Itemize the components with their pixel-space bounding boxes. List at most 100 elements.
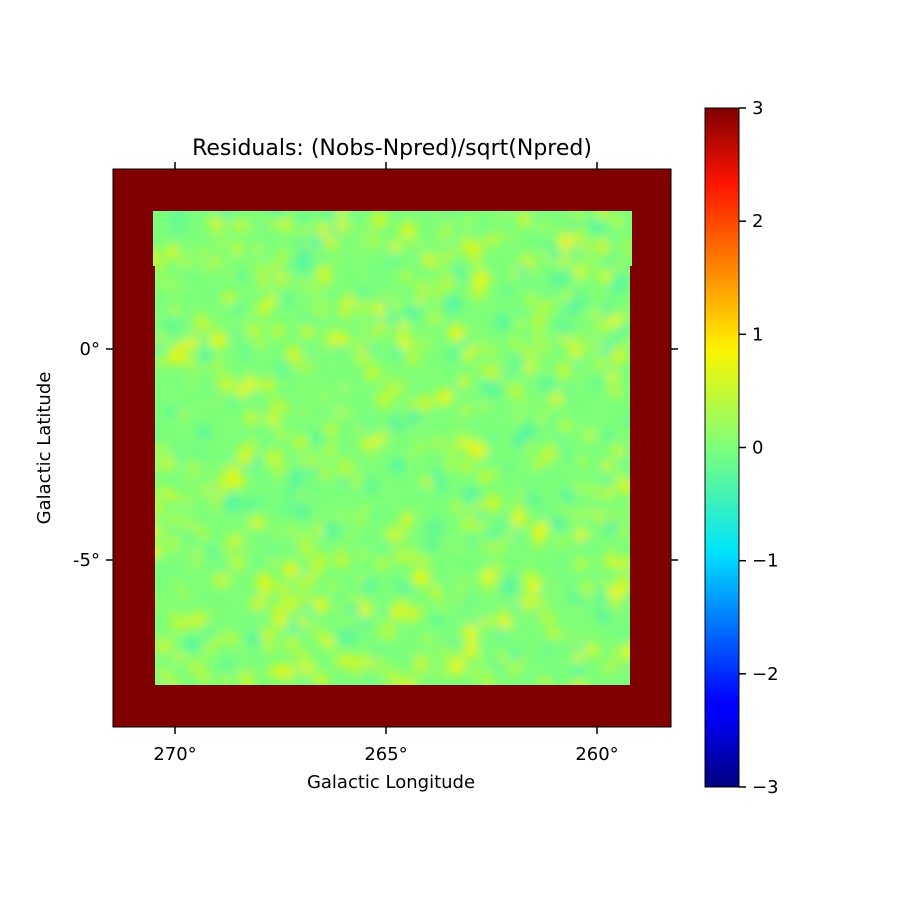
residual-blob (483, 303, 491, 312)
residual-blob (192, 317, 208, 333)
residual-blob (358, 268, 367, 277)
residual-blob (237, 521, 255, 539)
residual-blob (320, 397, 328, 405)
residual-blob (295, 488, 310, 504)
residual-blob (213, 570, 231, 588)
residual-blob (395, 616, 403, 623)
residual-blob (300, 533, 308, 541)
x-tick-label-270: 270° (153, 744, 196, 765)
residual-blob (210, 594, 222, 605)
residual-blob (217, 631, 230, 644)
residual-blob (253, 245, 261, 253)
x-axis-ticks (174, 162, 598, 734)
residual-blob (534, 274, 544, 284)
residual-blob (165, 521, 180, 536)
residual-blob (204, 647, 213, 655)
residual-blob (527, 674, 534, 681)
residual-blob (314, 254, 327, 267)
residual-blob (191, 562, 199, 570)
residual-blob (208, 531, 218, 541)
residual-blob (335, 211, 348, 217)
residual-blob (153, 444, 164, 455)
residual-blob (399, 221, 417, 239)
residual-blob (165, 657, 177, 669)
residual-blob (230, 302, 243, 315)
residual-blob (532, 355, 545, 368)
residual-blob (469, 603, 481, 615)
residual-blob (470, 668, 483, 681)
residual-blob (426, 294, 433, 302)
residual-blob (271, 323, 287, 339)
residual-blob (584, 606, 599, 622)
residual-blob (415, 442, 424, 451)
residual-blob (322, 330, 334, 342)
residual-blob (350, 211, 361, 222)
residual-blob (374, 547, 383, 556)
residual-blob (359, 596, 368, 604)
residual-blob (336, 653, 352, 668)
residual-blob (404, 211, 412, 218)
residual-blob (475, 224, 488, 237)
residual-blob (477, 521, 487, 532)
residual-blob (602, 673, 609, 680)
colorbar-tick-label: 0 (752, 438, 763, 459)
residual-blob (444, 249, 456, 260)
residual-blob (155, 334, 166, 345)
residual-blob (277, 431, 285, 439)
residual-blob (322, 635, 335, 648)
residual-blob (539, 609, 556, 626)
residual-blob (262, 378, 276, 392)
residual-blob (415, 281, 428, 293)
residual-blob (502, 285, 513, 296)
residual-blob (416, 551, 433, 568)
residual-blob (336, 251, 345, 260)
residual-blob (527, 605, 542, 620)
residual-blob (542, 445, 557, 460)
residual-blob (572, 211, 583, 219)
residual-blob (458, 221, 475, 238)
residual-blob (338, 511, 345, 518)
residual-blob (297, 616, 310, 629)
residual-blob (349, 486, 356, 493)
residual-blob (340, 479, 352, 490)
x-tick-label-265: 265° (364, 744, 407, 765)
residual-blob (579, 543, 586, 550)
residual-blob (236, 213, 248, 225)
residual-blob (378, 353, 385, 360)
residual-blob (184, 254, 201, 272)
residual-blob (486, 432, 499, 444)
residual-blob (294, 502, 311, 519)
residual-blob (238, 345, 254, 361)
residual-blob (251, 260, 269, 278)
residual-blob (335, 553, 350, 568)
residual-blob (156, 273, 171, 289)
residual-blob (482, 580, 496, 594)
residual-blob (273, 299, 282, 307)
residual-blob (264, 644, 274, 654)
residual-blob (449, 638, 458, 647)
residual-blob (245, 288, 252, 296)
residual-blob (221, 657, 234, 671)
residual-blob (607, 369, 619, 381)
residual-blob (441, 213, 450, 222)
residual-blob (446, 347, 460, 361)
residual-blob (472, 261, 481, 270)
residual-blob (603, 519, 619, 535)
residual-blob (533, 653, 544, 664)
residual-blob (412, 337, 431, 355)
residual-blob (392, 553, 401, 562)
residual-blob (382, 429, 390, 437)
residual-blob (374, 556, 389, 571)
residual-blob (542, 387, 556, 400)
residual-blob (473, 270, 491, 288)
residual-blob (226, 570, 237, 581)
residual-blob (154, 636, 173, 654)
residual-blob (294, 453, 309, 469)
residual-blob (512, 601, 523, 612)
residual-blob (191, 611, 207, 628)
residual-blob (357, 548, 368, 559)
residual-blob (305, 537, 312, 544)
residual-blob (357, 614, 370, 628)
residual-blob (219, 316, 227, 324)
residual-blob (338, 333, 351, 347)
